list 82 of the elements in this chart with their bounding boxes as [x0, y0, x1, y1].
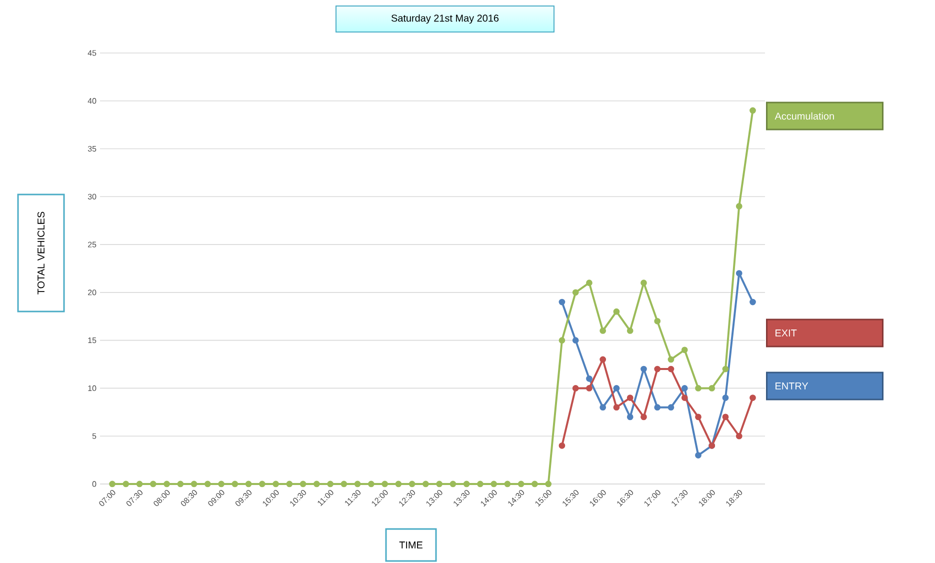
point: [463, 480, 470, 488]
point: [408, 480, 416, 488]
point: [518, 480, 524, 488]
point: [190, 480, 198, 488]
point: [122, 480, 130, 488]
point: [626, 394, 634, 401]
point: [668, 366, 674, 372]
point: [545, 480, 552, 488]
point: [708, 385, 716, 392]
point: [150, 480, 156, 488]
point: [232, 480, 238, 488]
point: [572, 385, 579, 392]
point: [558, 337, 566, 344]
point: [695, 452, 702, 458]
point: [490, 480, 498, 488]
point: [450, 480, 456, 488]
point: [750, 107, 756, 114]
text: ENTRY: [776, 382, 808, 390]
point: [313, 480, 320, 488]
point: [668, 356, 674, 363]
point: [640, 366, 647, 372]
point: [750, 394, 756, 401]
point: [722, 414, 729, 420]
y-axis-title: TOTAL VEHICLES: [37, 212, 45, 294]
chart-title: Saturday 21st May 2016: [391, 14, 499, 24]
point: [436, 480, 443, 488]
point: [681, 394, 688, 401]
point: [258, 480, 266, 488]
point: [164, 480, 170, 488]
point: [654, 318, 661, 324]
point: [586, 375, 592, 382]
point: [504, 480, 511, 488]
point: [600, 328, 606, 334]
point: [722, 394, 729, 401]
point: [586, 385, 592, 392]
point: [695, 414, 702, 420]
point: [681, 346, 688, 354]
point: [136, 480, 143, 488]
point: [586, 280, 592, 286]
point: [626, 328, 634, 334]
point: [681, 385, 688, 392]
point: [204, 480, 211, 488]
point: [736, 203, 742, 210]
series-label: Accumulation: [774, 112, 834, 120]
point: [572, 289, 579, 296]
point: [668, 404, 674, 411]
point: [327, 480, 334, 488]
point: [422, 480, 429, 488]
point: [477, 480, 484, 488]
point: [600, 404, 606, 411]
x-axis-title: TIME: [399, 542, 422, 548]
point: [640, 414, 647, 420]
point: [736, 270, 742, 276]
point: [750, 298, 756, 306]
point: [354, 480, 361, 488]
point: [626, 414, 634, 420]
point: [613, 404, 620, 411]
point: [695, 385, 702, 392]
point: [558, 298, 566, 306]
point: [382, 480, 388, 488]
point: [572, 337, 579, 344]
point: [177, 480, 184, 488]
point: [245, 480, 252, 488]
point: [600, 356, 606, 363]
point: [395, 480, 402, 488]
point: [368, 480, 374, 488]
point: [532, 480, 538, 488]
text: EXIT: [776, 330, 797, 336]
point: [286, 480, 293, 488]
point: [558, 442, 566, 449]
point: [613, 308, 620, 315]
point: [109, 480, 116, 488]
point: [736, 432, 742, 440]
point: [654, 404, 661, 411]
point: [640, 280, 647, 286]
point: [613, 385, 620, 392]
point: [272, 480, 279, 488]
point: [722, 366, 729, 372]
point: [218, 480, 224, 488]
point: [300, 480, 306, 488]
point: [654, 366, 661, 372]
point: [340, 480, 348, 488]
